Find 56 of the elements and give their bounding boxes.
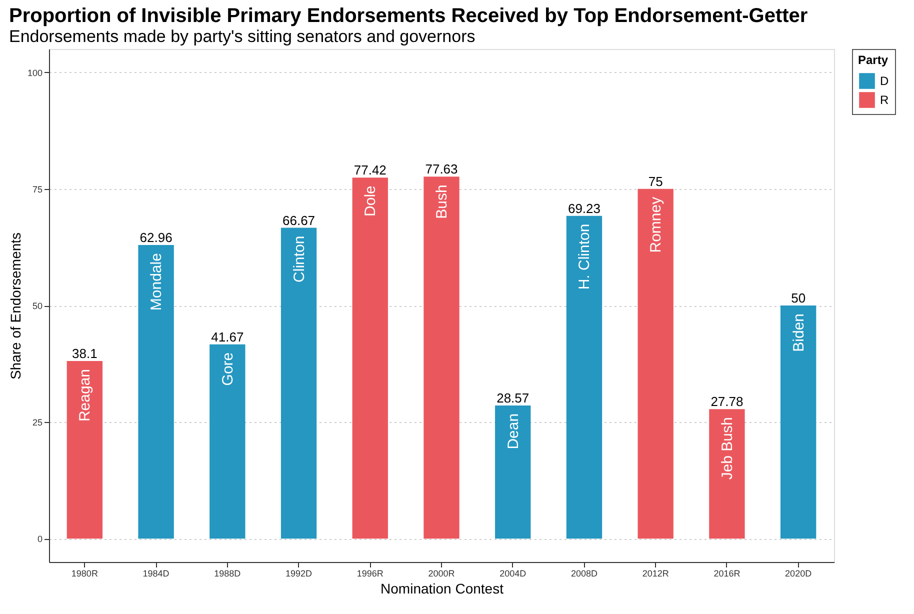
x-tick-label: 2004D (500, 568, 527, 578)
bar (66, 360, 103, 539)
y-tick-label: 50 (32, 301, 42, 311)
data-label: 77.63 (425, 162, 458, 177)
bar (566, 216, 602, 539)
x-tick-label: 2000R (428, 568, 456, 578)
x-tick-label: 2008D (570, 568, 598, 578)
data-label: 66.67 (282, 212, 316, 228)
annotation: Mondale (148, 253, 166, 311)
bar (352, 178, 388, 539)
x-tick-label: 2012R (642, 568, 670, 578)
y-axis-title: Share of Endorsements (7, 232, 24, 380)
legend-label: D (880, 74, 889, 88)
x-axis-title: Nomination Contest (380, 580, 504, 596)
x-tick-label: 1984D (142, 568, 170, 578)
bar (638, 188, 674, 539)
y-tick-label: 0 (37, 534, 42, 544)
bar (138, 245, 174, 539)
bar (709, 409, 745, 539)
x-tick-label: 1996R (356, 568, 384, 578)
data-label: 41.67 (211, 329, 244, 344)
bar (210, 344, 246, 539)
y-tick-label: 100 (27, 68, 42, 78)
bar (780, 306, 816, 539)
bar (280, 228, 317, 539)
chart-subtitle: Endorsements made by party's sitting senators and governors (8, 27, 476, 46)
x-tick-label: 1988D (214, 568, 242, 578)
x-tick-label: 2016R (714, 568, 741, 578)
data-label: 75 (648, 174, 663, 189)
data-label: 77.42 (354, 162, 386, 178)
bar (495, 405, 531, 539)
y-tick-label: 75 (32, 184, 42, 194)
annotation: Bush (434, 184, 450, 219)
annotation: Clinton (290, 236, 308, 282)
data-label: 62.96 (140, 230, 172, 246)
annotation: Dole (362, 186, 380, 216)
legend-title: Party (858, 53, 888, 67)
bar (424, 176, 460, 539)
x-tick-label: 1980R (71, 568, 98, 578)
annotation: Gore (219, 352, 236, 386)
annotation: Dean (504, 413, 522, 450)
chart-title: Proportion of Invisible Primary Endorsements Received by Top Endorsement-Getter (8, 5, 808, 27)
data-label: 27.78 (710, 394, 744, 410)
annotation: Biden (790, 314, 808, 352)
data-label: 38.1 (72, 346, 98, 361)
x-tick-label: 2020D (785, 568, 812, 578)
data-label: 50 (791, 290, 806, 306)
annotation: Romney (648, 196, 665, 253)
annotation: H. Clinton (576, 224, 594, 290)
annotation: Reagan (76, 368, 94, 422)
annotation: Jeb Bush (718, 417, 736, 480)
legend-label: R (880, 93, 889, 107)
x-tick-label: 1992D (286, 568, 313, 578)
data-label: 28.57 (496, 390, 530, 406)
data-label: 69.23 (568, 200, 600, 216)
y-tick-label: 25 (32, 418, 42, 428)
